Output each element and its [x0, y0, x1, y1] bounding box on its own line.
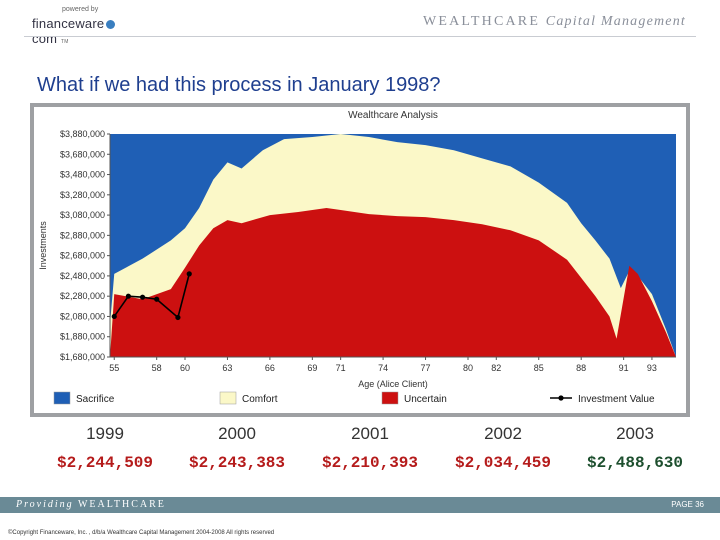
x-tick-label: 77 [421, 363, 431, 373]
x-tick-label: 66 [265, 363, 275, 373]
legend-label-investment-value: Investment Value [578, 394, 655, 405]
y-tick-label: $2,080,000 [60, 311, 105, 321]
x-axis-label: Age (Alice Client) [358, 379, 428, 389]
year-values: 1999 $2,244,509 2000 $2,243,383 2001 $2,210… [40, 424, 700, 474]
year-col-2001: 2001 $2,210,393 [305, 424, 435, 472]
x-tick-label: 55 [109, 363, 119, 373]
y-tick-label: $1,880,000 [60, 332, 105, 342]
y-tick-label: $1,680,000 [60, 352, 105, 362]
y-tick-label: $3,680,000 [60, 149, 105, 159]
year-label: 2001 [351, 424, 389, 443]
financeware-logo: powered by financewarecom TM [32, 6, 142, 46]
brand-main: WEALTHCARE [422, 14, 541, 29]
x-tick-label: 82 [491, 363, 501, 373]
year-col-2003: 2003 $2,488,630 [570, 424, 700, 472]
investment-value-point [154, 296, 160, 302]
providing-word: Providing [16, 499, 74, 510]
y-tick-label: $2,680,000 [60, 251, 105, 261]
year-value: $2,488,630 [586, 454, 683, 472]
logo-text-right: com [32, 31, 58, 46]
providing-wealthcare: Providing WEALTHCARE [16, 499, 166, 510]
wealthcare-brand: WEALTHCARE Capital Management [423, 14, 686, 30]
year-value: $2,210,393 [321, 454, 418, 472]
legend-label-comfort: Comfort [242, 394, 278, 405]
legend-label-sacrifice: Sacrifice [76, 394, 115, 405]
x-tick-label: 58 [152, 363, 162, 373]
x-tick-label: 69 [307, 363, 317, 373]
y-axis-label: Investments [38, 221, 48, 270]
year-label: 2002 [484, 424, 522, 443]
x-tick-label: 71 [336, 363, 346, 373]
copyright-text: ©Copyright Financeware, Inc. , d/b/a Wea… [8, 530, 275, 536]
y-tick-label: $2,880,000 [60, 230, 105, 240]
providing-brand: WEALTHCARE [77, 499, 166, 510]
logo-text-left: financeware [32, 16, 105, 31]
logo-wordmark: financewarecom TM [32, 16, 142, 46]
investment-value-line [113, 273, 191, 319]
year-value: $2,243,383 [188, 454, 285, 472]
x-tick-label: 93 [647, 363, 657, 373]
y-tick-label: $2,480,000 [60, 271, 105, 281]
investment-value-point [111, 313, 117, 320]
y-tick-label: $2,280,000 [60, 291, 105, 301]
header-divider [24, 36, 696, 37]
x-tick-label: 60 [180, 363, 190, 373]
year-value: $2,244,509 [56, 454, 153, 472]
year-col-1999: 1999 $2,244,509 [40, 424, 170, 472]
year-label: 2000 [218, 424, 256, 443]
legend-marker-investment-value [558, 395, 564, 401]
year-col-2000: 2000 $2,243,383 [172, 424, 302, 472]
page-number: PAGE 36 [671, 500, 704, 509]
x-tick-label: 88 [576, 363, 586, 373]
y-tick-label: $3,480,000 [60, 170, 105, 180]
legend-swatch-comfort [219, 391, 237, 405]
x-tick-label: 80 [463, 363, 473, 373]
investment-value-point [125, 293, 131, 299]
investment-value-point [186, 271, 192, 277]
area-uncertain [110, 207, 676, 357]
legend-swatch-sacrifice [53, 391, 71, 405]
x-tick-label: 85 [534, 363, 544, 373]
chart-title: Wealthcare Analysis [348, 110, 438, 121]
legend-swatch-uncertain [381, 391, 399, 405]
y-tick-label: $3,880,000 [60, 129, 105, 139]
year-col-2002: 2002 $2,034,459 [438, 424, 568, 472]
x-tick-label: 91 [619, 363, 629, 373]
year-label: 1999 [86, 424, 124, 443]
footer-bar: Providing WEALTHCARE PAGE 36 [0, 497, 720, 513]
year-value: $2,034,459 [454, 454, 551, 472]
wealthcare-chart: Wealthcare Analysis $3,880,000 $3,680,000 $… [34, 107, 686, 413]
page-title: What if we had this process in January 1… [37, 74, 441, 96]
year-label: 2003 [616, 424, 654, 443]
y-tick-label: $3,080,000 [60, 210, 105, 220]
powered-by-label: powered by [62, 6, 99, 13]
investment-value-point [175, 314, 181, 321]
chart-frame: Wealthcare Analysis $3,880,000 $3,680,000 $… [30, 103, 690, 417]
y-tick-label: $3,280,000 [60, 190, 105, 200]
x-tick-label: 74 [378, 363, 388, 373]
logo-dot-icon [106, 20, 116, 30]
logo-reg-mark: TM [60, 39, 69, 45]
investment-value-point [139, 294, 146, 300]
brand-sub: Capital Management [545, 14, 686, 29]
x-tick-label: 63 [222, 363, 232, 373]
legend-label-uncertain: Uncertain [404, 394, 447, 405]
